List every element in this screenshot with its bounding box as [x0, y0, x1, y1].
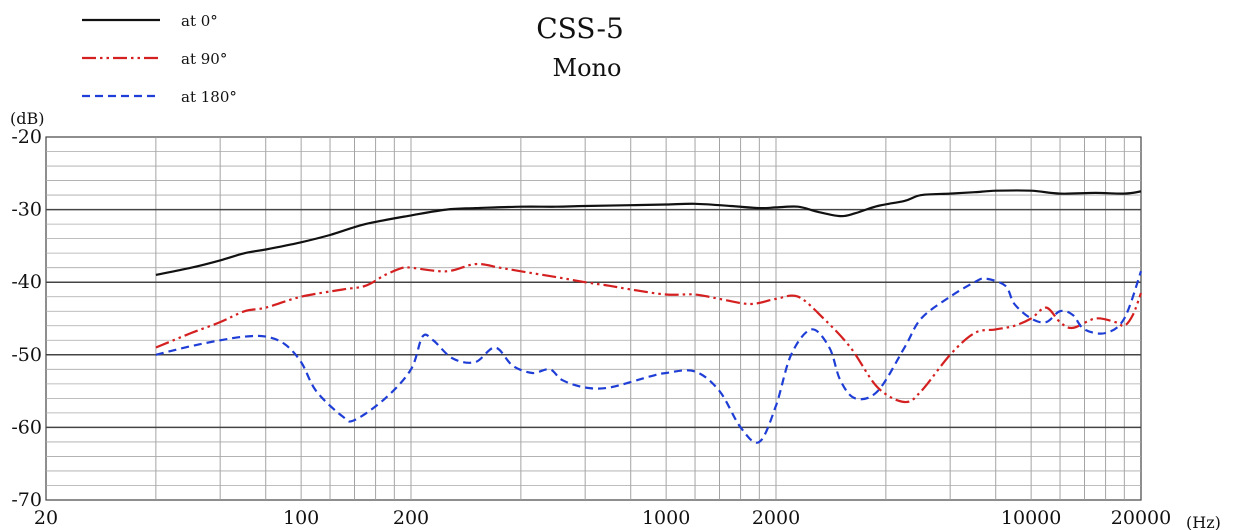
series-lines — [155, 189, 1143, 444]
chart-subtitle: Mono — [553, 54, 622, 82]
x-tick-label: 20000 — [1111, 507, 1171, 529]
series-line-1 — [155, 262, 1143, 404]
series-line-2 — [155, 270, 1143, 444]
y-tick-label: -60 — [11, 416, 42, 438]
y-tick-label: -70 — [11, 489, 42, 511]
x-tick-label: 1000 — [642, 507, 690, 529]
y-tick-label: -50 — [11, 344, 42, 366]
legend-label: at 0° — [181, 12, 218, 30]
legend-label: at 90° — [181, 50, 227, 68]
x-tick-label: 20 — [34, 507, 58, 529]
x-tick-label: 2000 — [752, 507, 800, 529]
plot-frame — [45, 136, 1142, 501]
y-tick-label: -30 — [11, 199, 42, 221]
chart-title: CSS-5 — [536, 12, 624, 45]
x-tick-label: 10000 — [1001, 507, 1061, 529]
x-tick-label: 100 — [283, 507, 319, 529]
series-line-0 — [155, 189, 1142, 276]
legend-label: at 180° — [181, 88, 237, 106]
legend: at 0° at 90° at 180° — [82, 12, 237, 106]
y-tick-label: -40 — [11, 271, 42, 293]
y-tick-label: -20 — [11, 126, 42, 148]
x-axis-unit: (Hz) — [1186, 513, 1221, 530]
x-tick-label: 200 — [393, 507, 429, 529]
y-axis-unit: (dB) — [10, 109, 44, 128]
